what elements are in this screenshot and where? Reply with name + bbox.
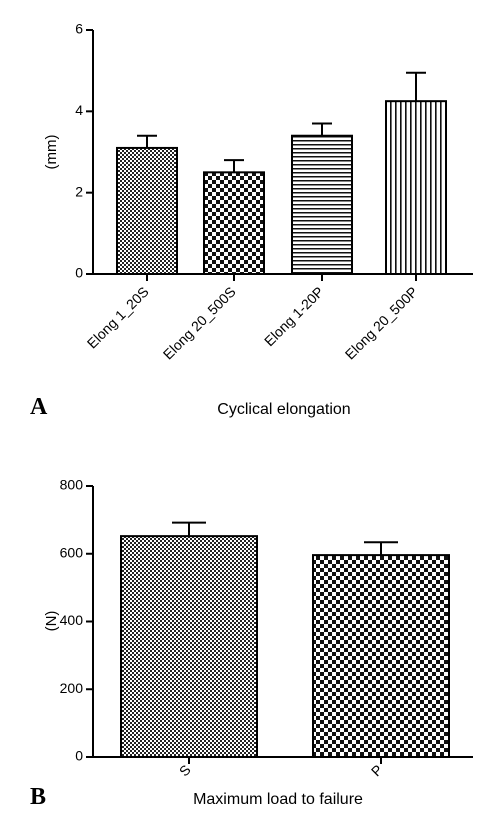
x-tick-label: Elong 20_500S [160,283,239,362]
chart-b-x-axis-label: Maximum load to failure [193,791,363,808]
chart-b-marks [120,521,450,759]
chart-b-panel-label: B [30,784,46,810]
chart-a-x-ticks: Elong 1_20S Elong 20_500S Elong 1-20P Elong… [84,274,421,362]
x-tick-label: P [368,761,386,779]
y-tick-label: 800 [60,477,84,493]
y-tick-label: 600 [60,544,84,560]
chart-a-panel-label: A [30,394,48,420]
bar [312,554,450,758]
y-tick-label: 200 [60,680,84,696]
y-tick-label: 0 [75,265,83,281]
y-tick-label: 4 [75,102,83,118]
x-tick-label: Elong 20_500P [342,283,421,362]
chart-a-x-axis-label: Cyclical elongation [217,401,350,418]
y-tick-label: 2 [75,183,83,199]
bar [385,100,447,275]
chart-b-y-ticks: 0 200 400 600 800 [60,477,93,764]
bar [116,146,178,275]
bar [120,535,258,759]
bar [291,134,353,275]
x-tick-label: Elong 1-20P [261,283,327,349]
x-tick-label: S [176,761,194,779]
y-tick-label: 400 [60,612,84,628]
y-tick-label: 0 [75,748,83,764]
chart-a-y-ticks: 0 2 4 6 [75,21,93,281]
chart-a: 0 2 4 6 Elong 1_20S Elong 20_500S Elong 1-20P… [30,21,473,420]
x-tick-label: Elong 1_20S [84,283,152,351]
chart-a-y-axis-label: (mm) [43,135,60,170]
chart-b-y-axis-label: (N) [43,611,60,632]
chart-a-marks [116,71,447,275]
y-tick-label: 6 [75,21,83,37]
bar [203,171,265,275]
